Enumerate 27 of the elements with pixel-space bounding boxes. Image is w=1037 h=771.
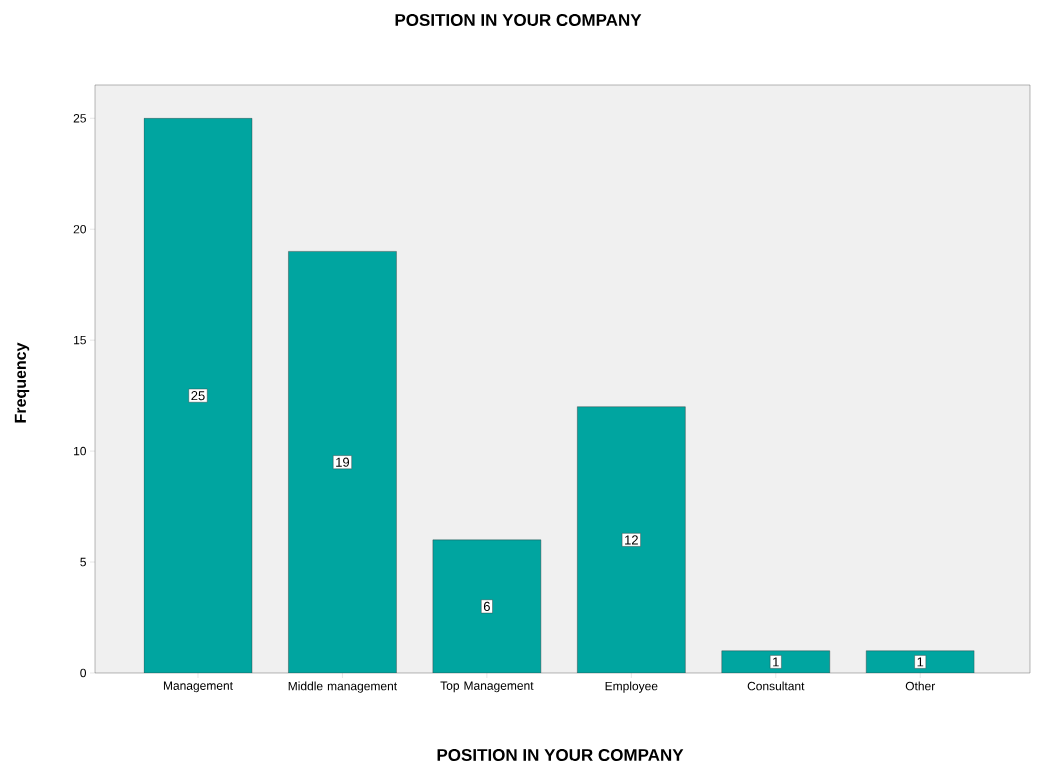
x-tick-label: Management: [163, 681, 233, 693]
bar: [432, 539, 542, 673]
bar: [866, 650, 975, 673]
data-label: 1: [773, 657, 779, 667]
x-axis-title: POSITION IN YOUR COMPANY: [437, 748, 684, 762]
x-tick-label: Middle management: [288, 681, 398, 693]
data-label: 25: [191, 391, 205, 401]
y-tick-label: 25: [73, 114, 86, 123]
x-tick-label: Employee: [605, 681, 658, 693]
data-label: 12: [625, 535, 638, 545]
data-label: 6: [483, 601, 490, 612]
data-label: 1: [917, 657, 924, 667]
y-axis-title: Frequency: [14, 342, 30, 423]
x-tick-label: Consultant: [747, 681, 805, 691]
y-tick-label: 0: [80, 668, 87, 678]
y-tick-label: 20: [73, 224, 87, 234]
y-tick-label: 5: [80, 557, 86, 567]
y-tick-label: 10: [74, 446, 87, 456]
bar: [721, 650, 830, 673]
bar: [143, 118, 253, 673]
x-tick-label: Top Management: [440, 681, 534, 693]
data-label: 19: [336, 457, 350, 467]
bar: [288, 251, 397, 673]
y-tick-label: 15: [74, 335, 86, 345]
bar: [577, 406, 686, 673]
x-tick-label: Other: [905, 681, 936, 691]
chart-title: POSITION IN YOUR COMPANY: [395, 13, 642, 27]
